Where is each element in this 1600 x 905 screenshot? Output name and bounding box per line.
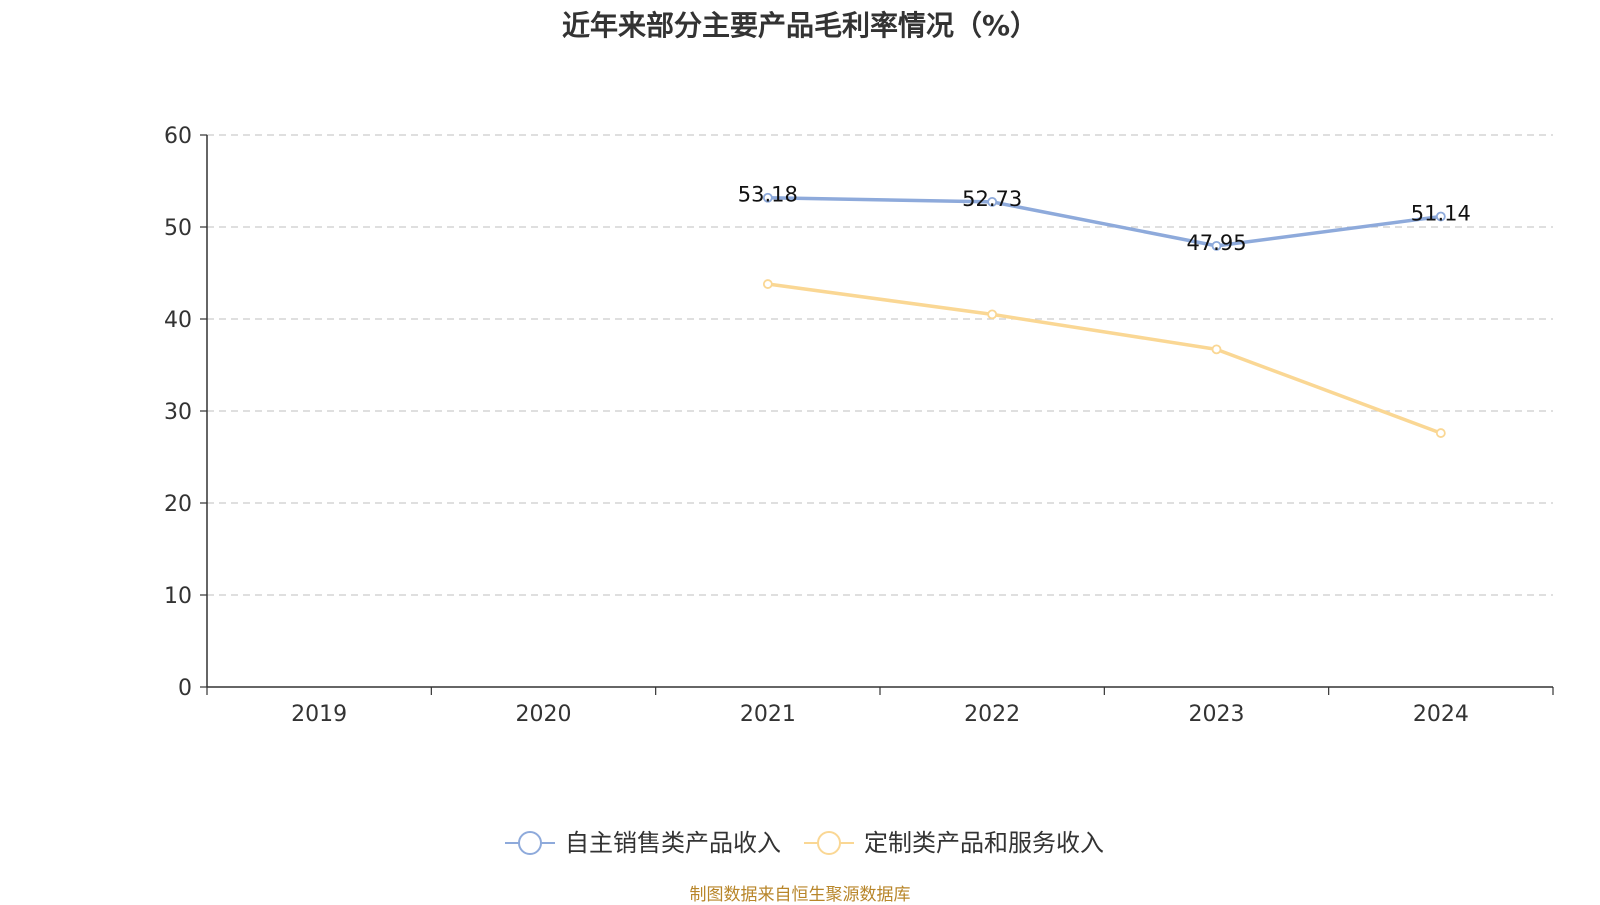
y-tick-label: 20 <box>164 492 192 517</box>
y-tick-label: 10 <box>164 584 192 609</box>
series-line-1 <box>766 282 1443 435</box>
data-point <box>762 279 773 289</box>
data-label: 47.95 <box>1186 231 1246 255</box>
y-tick-label: 40 <box>164 308 192 333</box>
x-tick-label: 2024 <box>1413 702 1469 727</box>
data-label: 51.14 <box>1411 202 1471 226</box>
y-tick-label: 50 <box>164 216 192 241</box>
x-tick-label: 2022 <box>964 702 1020 727</box>
legend-label: 自主销售类产品收入 <box>565 829 781 857</box>
legend-marker <box>518 831 542 855</box>
series-line-0 <box>766 195 1443 248</box>
source-note: 制图数据来自恒生聚源数据库 <box>689 885 911 905</box>
x-tick-label: 2021 <box>740 702 796 727</box>
series-lines <box>762 192 1446 438</box>
data-point <box>1435 211 1446 222</box>
data-point <box>762 192 773 203</box>
data-label: 52.73 <box>962 187 1022 211</box>
legend-marker <box>817 831 841 855</box>
chart-title: 近年来部分主要产品毛利率情况（%） <box>561 9 1039 42</box>
data-point <box>987 309 998 320</box>
x-tick-label: 2020 <box>516 702 572 727</box>
axes: 0 10 20 30 40 50 60 2019 2020 2021 2022 2023 2024 <box>164 124 1554 727</box>
data-point <box>1211 240 1222 251</box>
data-labels: 53.18 52.73 47.95 51.14 <box>738 183 1471 255</box>
y-tick-label: 30 <box>164 400 192 425</box>
grid-lines <box>207 134 1553 596</box>
y-tick-label: 0 <box>178 676 192 701</box>
y-tick-label: 60 <box>164 124 192 149</box>
legend-label: 定制类产品和服务收入 <box>864 829 1104 857</box>
data-point <box>987 196 998 207</box>
legend: 自主销售类产品收入 定制类产品和服务收入 <box>505 829 1104 857</box>
data-point <box>1435 428 1446 438</box>
data-point <box>1211 344 1222 355</box>
x-tick-label: 2019 <box>291 702 347 727</box>
data-label: 53.18 <box>738 183 798 207</box>
x-tick-label: 2023 <box>1189 702 1245 727</box>
